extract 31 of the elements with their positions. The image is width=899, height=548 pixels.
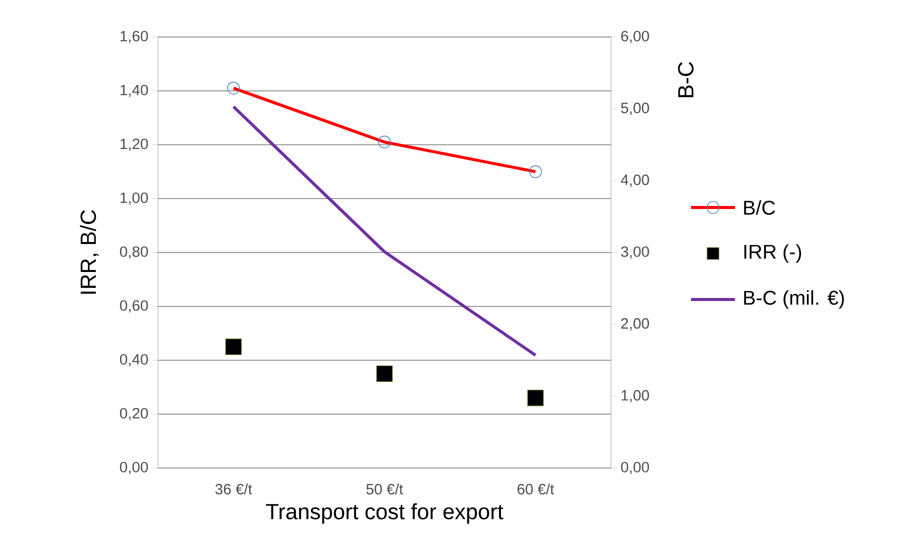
y-tick-label: 0,80 [120,246,148,259]
point [529,165,542,178]
x-tick-label: 36 €/t [215,483,252,494]
x-tick-label: 60 €/t [518,483,554,494]
y-tick-label: 0,40 [120,354,148,366]
y-tick-label: 1,20 [120,138,148,151]
legend-label: B/C [744,200,775,215]
point [227,82,240,95]
point [376,365,393,382]
y2-tick-label: 5,00 [621,102,649,115]
x-tick-label: 50 €/t [366,483,404,494]
x-axis-title: Transport cost for export [266,503,504,524]
y-tick-label: 1,00 [120,192,148,205]
point [378,136,391,148]
y2-tick-label: 4,00 [620,174,649,187]
y-tick-label: 0,00 [120,462,148,474]
legend-label: B-C (mil. €) [744,290,844,309]
y-tick-label: 1,60 [120,30,148,44]
point [527,390,544,406]
legend-label: IRR (-) [744,244,802,263]
y2-tick-label: 1,00 [622,390,649,402]
y-axis-title: IRR, B/C [80,210,99,294]
y-tick-label: 0,60 [120,300,148,313]
point [225,338,242,356]
y2-tick-label: 3,00 [621,246,649,259]
y-tick-label: 0,20 [120,408,148,420]
y2-axis-title: B-C [678,62,694,98]
y2-tick-label: 0,00 [621,462,649,474]
y2-tick-label: 2,00 [621,318,649,330]
y2-tick-label: 6,00 [621,30,649,44]
y-tick-label: 1,40 [120,84,148,98]
